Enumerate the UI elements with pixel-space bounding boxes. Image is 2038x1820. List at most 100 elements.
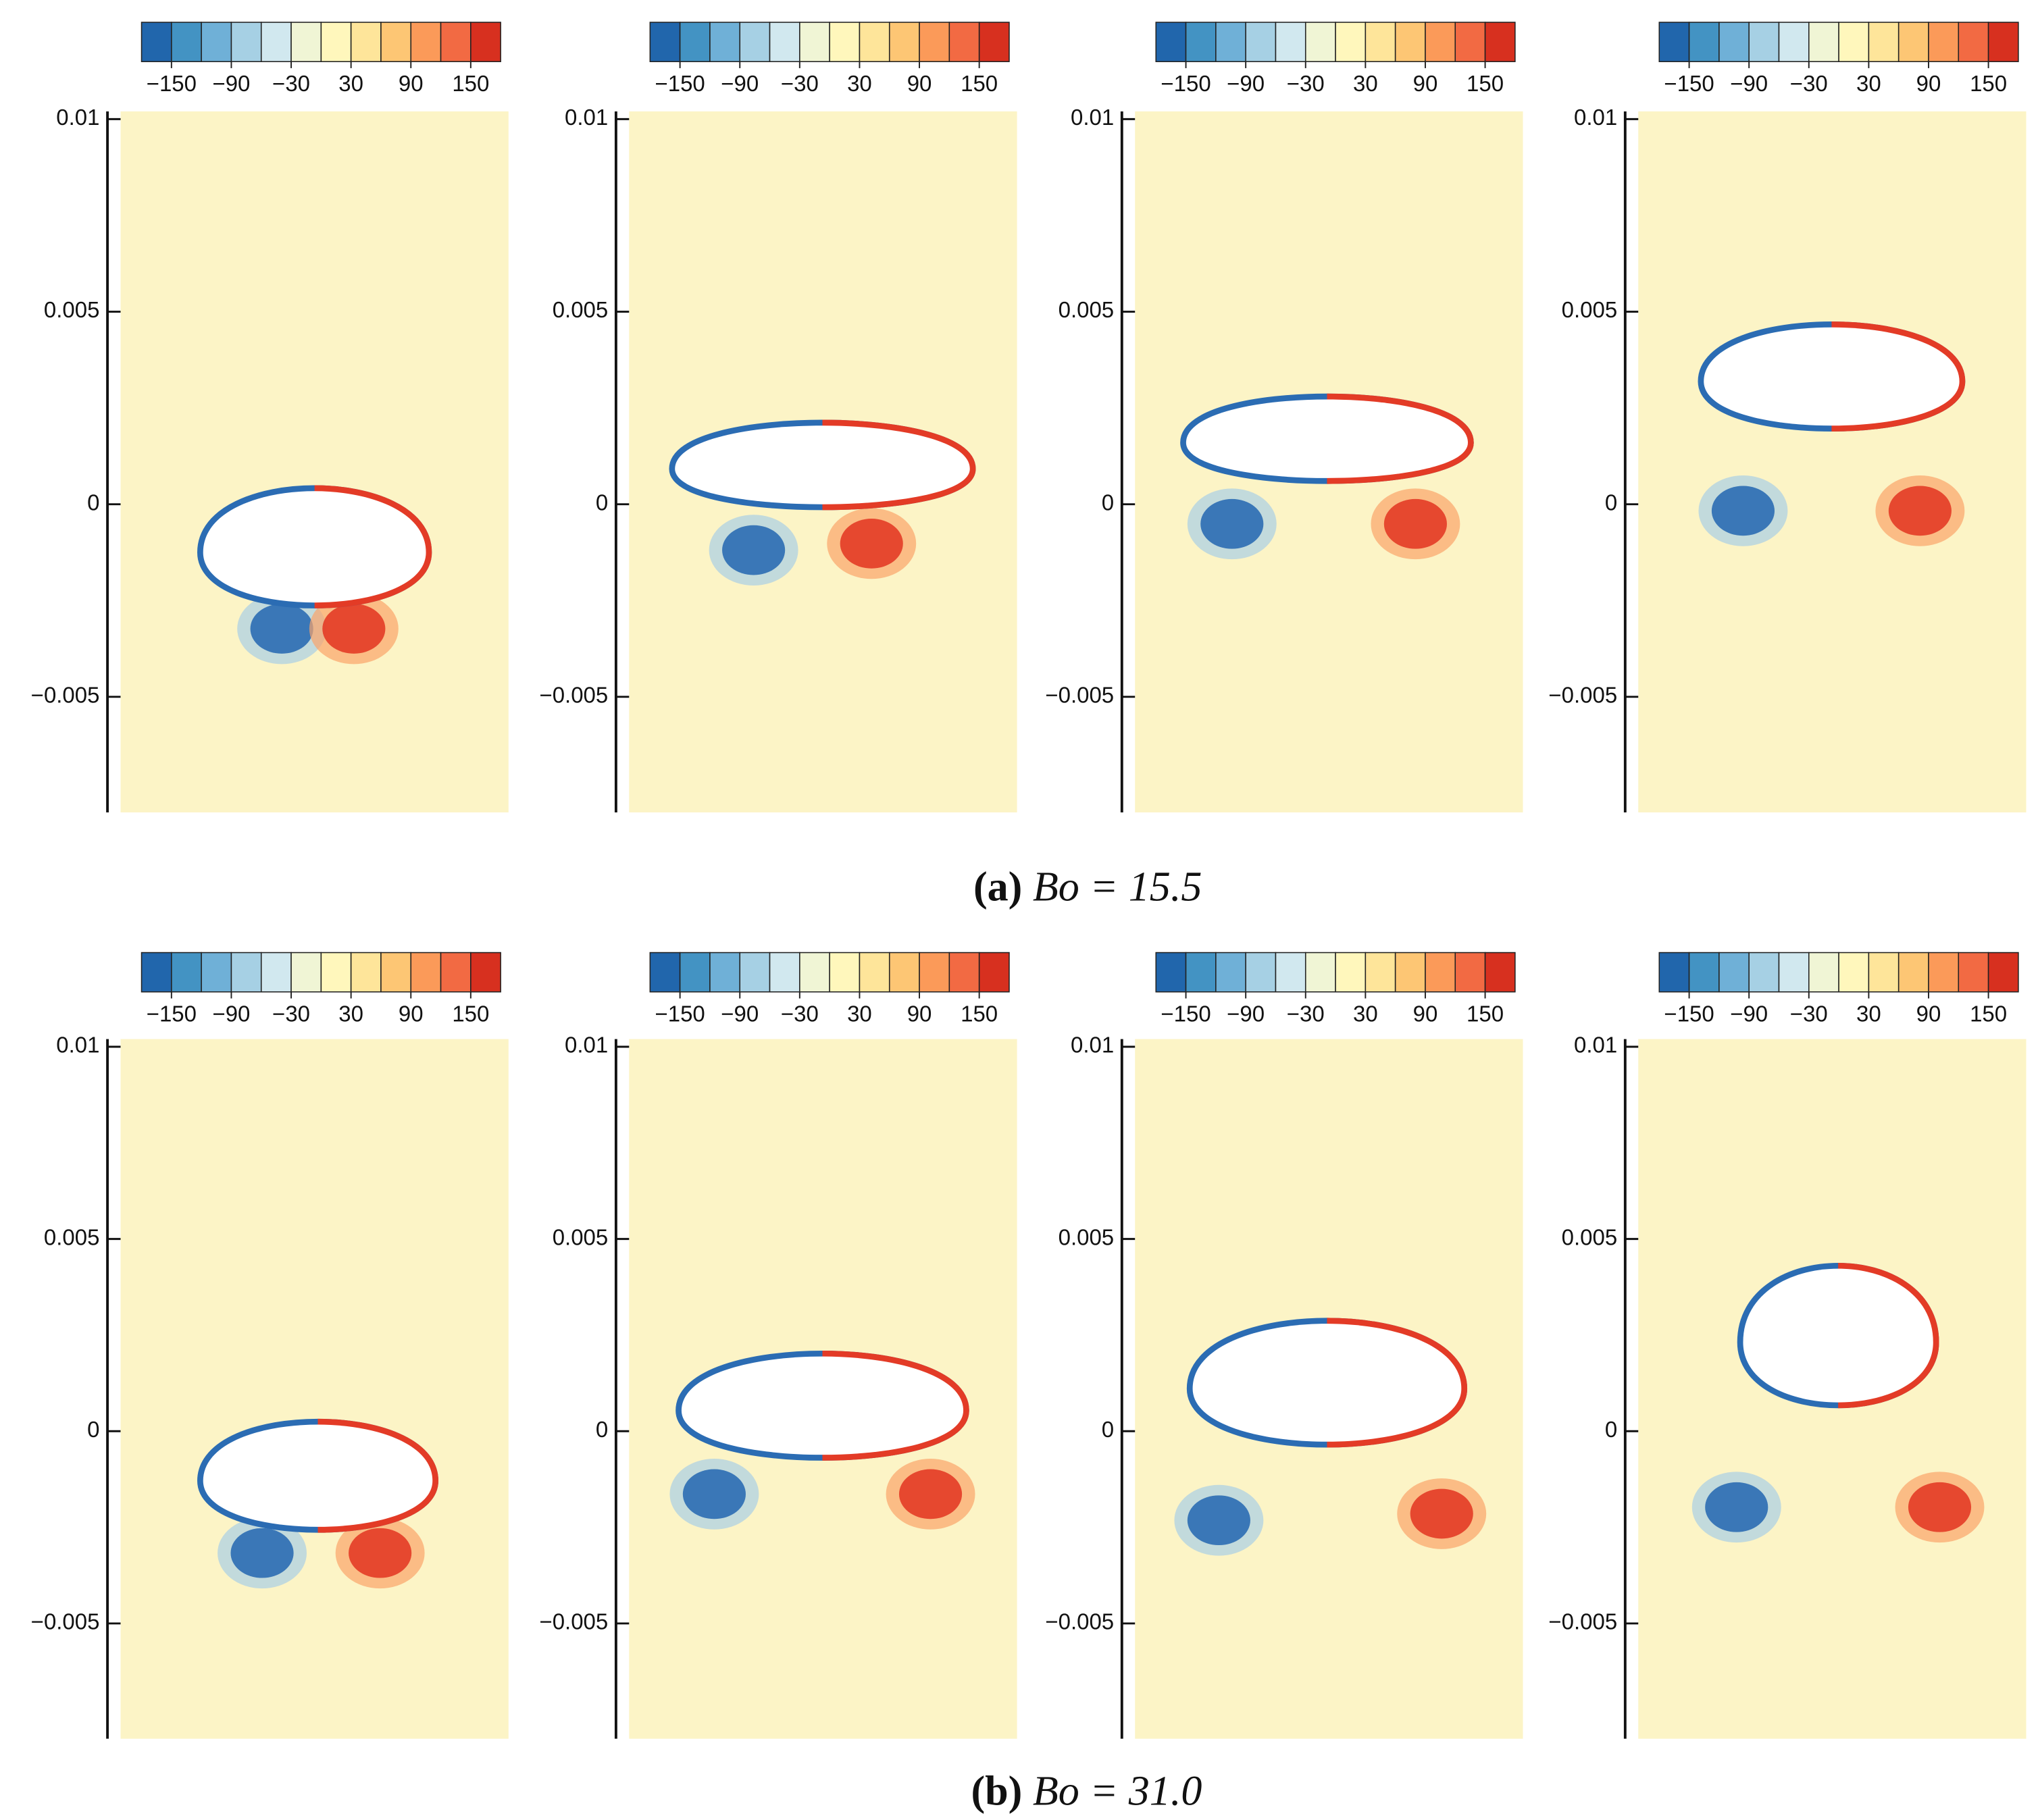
- colorbar-box: [679, 22, 711, 63]
- colorbar-box: [1155, 952, 1187, 993]
- colorbar-box: [769, 22, 800, 63]
- colorbar-tick-label: −150: [655, 1001, 705, 1026]
- colorbar-tick-label: −90: [212, 1001, 250, 1026]
- colorbar-box: [1838, 22, 1870, 63]
- vortex: [1711, 486, 1775, 536]
- colorbar-tick-label: −90: [212, 71, 250, 96]
- colorbar-box: [1928, 952, 1960, 993]
- colorbar-box: [1868, 22, 1900, 63]
- caption-tag: (a): [973, 864, 1022, 910]
- colorbar-box: [320, 952, 352, 993]
- colorbar-box: [859, 22, 890, 63]
- colorbar-tick-label: 30: [338, 1001, 363, 1026]
- colorbar-box: [380, 952, 412, 993]
- colorbar-box: [290, 952, 322, 993]
- vortex: [1383, 498, 1447, 549]
- y-tick-label: 0.005: [44, 1224, 100, 1249]
- colorbar-box: [888, 22, 920, 63]
- vortex: [840, 519, 903, 569]
- caption-text: Bo = 31.0: [1033, 1768, 1202, 1814]
- colorbar-tick-label: 90: [399, 1001, 424, 1026]
- colorbar-box: [260, 952, 292, 993]
- colorbar-tick-label: −30: [272, 71, 310, 96]
- colorbar-box: [888, 952, 920, 993]
- colorbar-box: [739, 22, 771, 63]
- y-tick-label: 0.01: [1574, 1033, 1617, 1058]
- colorbar-box: [1394, 22, 1426, 63]
- colorbar-box: [1155, 22, 1187, 63]
- bubble: [203, 491, 426, 603]
- y-tick-label: 0: [1605, 1417, 1617, 1442]
- panel: −150 −90 −30 30 90 150 0.01 0.005 0 −0.005: [31, 952, 509, 1739]
- colorbar-tick-label: −90: [1227, 1001, 1265, 1026]
- vortex: [250, 604, 313, 654]
- colorbar-box: [1748, 22, 1780, 63]
- colorbar-box: [1808, 952, 1839, 993]
- colorbar-box: [1454, 952, 1486, 993]
- y-tick-label: 0.01: [565, 1033, 608, 1058]
- colorbar-tick-label: 90: [1916, 1001, 1941, 1026]
- colorbar-box: [320, 22, 352, 63]
- colorbar-box: [1484, 952, 1516, 993]
- colorbar-tick-label: −90: [1730, 1001, 1768, 1026]
- colorbar-box: [1425, 22, 1456, 63]
- bubble: [681, 1356, 964, 1455]
- colorbar-box: [1778, 952, 1810, 993]
- colorbar-box: [739, 952, 771, 993]
- colorbar-box: [380, 22, 412, 63]
- bubble: [203, 1424, 433, 1527]
- colorbar-box: [1658, 952, 1690, 993]
- vortex: [349, 1528, 412, 1578]
- y-tick-label: 0.01: [1071, 105, 1114, 130]
- colorbar-box: [350, 952, 382, 993]
- colorbar-tick-label: 30: [1856, 1001, 1881, 1026]
- colorbar-box: [1838, 952, 1870, 993]
- colorbar-box: [978, 22, 1010, 63]
- colorbar-box: [1688, 22, 1720, 63]
- colorbar-box: [1718, 952, 1750, 993]
- colorbar-box: [1245, 22, 1277, 63]
- colorbar-box: [350, 22, 382, 63]
- y-tick-label: −0.005: [1045, 683, 1114, 708]
- plot-background: [120, 1039, 509, 1739]
- panel: −150 −90 −30 30 90 150 0.01 0.005 0 −0.005: [539, 22, 1017, 812]
- colorbar-tick-label: −30: [1790, 1001, 1828, 1026]
- colorbar-box: [1365, 952, 1396, 993]
- bubble: [1192, 1324, 1462, 1442]
- vortex: [1187, 1495, 1250, 1546]
- colorbar-tick-label: −90: [1227, 71, 1265, 96]
- colorbar-box: [1987, 952, 2019, 993]
- y-tick-label: 0.005: [1059, 1224, 1115, 1249]
- y-tick-label: 0.01: [56, 105, 99, 130]
- colorbar-tick-label: −30: [781, 71, 819, 96]
- colorbar-box: [649, 952, 681, 993]
- y-tick-label: 0: [596, 490, 608, 515]
- colorbar-box: [1394, 952, 1426, 993]
- y-tick-label: 0.01: [1574, 105, 1617, 130]
- colorbar-box: [1335, 952, 1367, 993]
- colorbar-box: [201, 952, 232, 993]
- colorbar-box: [859, 952, 890, 993]
- y-tick-label: −0.005: [1548, 1609, 1617, 1634]
- colorbar-tick-label: −150: [1161, 71, 1211, 96]
- colorbar-box: [1185, 952, 1217, 993]
- colorbar-box: [1808, 22, 1839, 63]
- panel: −150 −90 −30 30 90 150 0.01 0.005 0 −0.005: [1548, 22, 2027, 812]
- bubble: [1743, 1268, 1933, 1403]
- colorbar-box: [1304, 22, 1336, 63]
- colorbar-tick-label: 30: [1353, 1001, 1378, 1026]
- colorbar-box: [1365, 22, 1396, 63]
- colorbar-box: [709, 22, 741, 63]
- y-tick-label: 0.005: [553, 1224, 609, 1249]
- colorbar-tick-label: 30: [847, 1001, 872, 1026]
- colorbar-box: [1987, 22, 2019, 63]
- y-tick-label: −0.005: [1548, 683, 1617, 708]
- y-tick-label: −0.005: [539, 683, 608, 708]
- colorbar-box: [1688, 952, 1720, 993]
- colorbar-tick-label: 150: [1467, 71, 1504, 96]
- colorbar-tick-label: 150: [1970, 71, 2007, 96]
- colorbar-tick-label: −150: [147, 1001, 197, 1026]
- colorbar-box: [799, 952, 830, 993]
- colorbar-box: [230, 22, 262, 63]
